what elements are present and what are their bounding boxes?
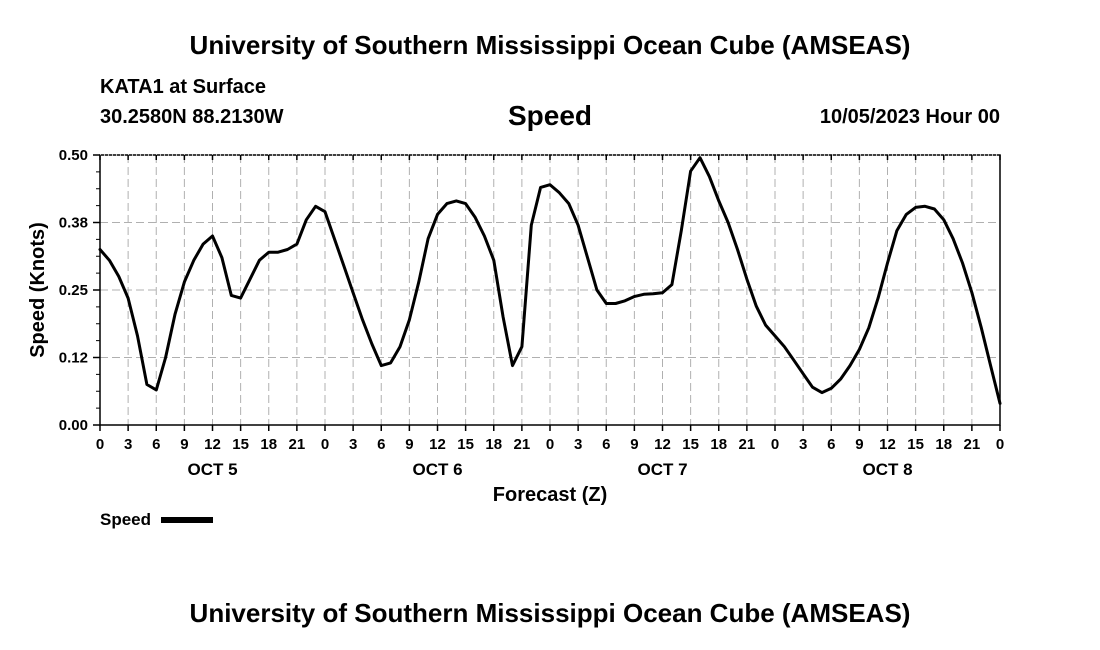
series-layer xyxy=(98,156,1002,405)
x-tick-label: 9 xyxy=(405,436,413,453)
y-tick-label: 0.25 xyxy=(59,282,88,299)
y-tick-label: 0.00 xyxy=(59,417,88,434)
x-tick-label: 0 xyxy=(996,436,1004,453)
x-tick-label: 21 xyxy=(514,436,531,453)
x-tick-label: 9 xyxy=(180,436,188,453)
grid xyxy=(100,155,1000,425)
x-tick-label: 12 xyxy=(879,436,896,453)
x-tick-label: 6 xyxy=(377,436,385,453)
x-tick-label: 6 xyxy=(602,436,610,453)
x-tick-label: 21 xyxy=(739,436,756,453)
x-tick-label: 0 xyxy=(321,436,329,453)
day-label: OCT 5 xyxy=(187,460,237,479)
station-name: KATA1 at Surface xyxy=(100,76,266,98)
forecast-run-time: 10/05/2023 Hour 00 xyxy=(819,106,1000,128)
day-label: OCT 8 xyxy=(862,460,912,479)
legend-swatch xyxy=(161,517,213,523)
chart-main-title: University of Southern Mississippi Ocean… xyxy=(189,30,911,60)
x-tick-label: 15 xyxy=(232,436,249,453)
x-tick-label: 3 xyxy=(799,436,807,453)
x-axis-label: Forecast (Z) xyxy=(493,484,607,506)
x-tick-label: 6 xyxy=(827,436,835,453)
x-tick-label: 0 xyxy=(771,436,779,453)
speed-series-line xyxy=(98,156,1002,405)
day-label: OCT 7 xyxy=(637,460,687,479)
legend: Speed xyxy=(100,510,213,529)
footer-title: University of Southern Mississippi Ocean… xyxy=(189,598,911,628)
x-tick-label: 21 xyxy=(964,436,981,453)
x-tick-label: 12 xyxy=(429,436,446,453)
day-label: OCT 6 xyxy=(412,460,462,479)
x-tick-label: 3 xyxy=(574,436,582,453)
x-tick-label: 15 xyxy=(907,436,924,453)
x-tick-label: 0 xyxy=(546,436,554,453)
x-tick-label: 18 xyxy=(485,436,502,453)
x-tick-label: 12 xyxy=(204,436,221,453)
x-tick-label: 18 xyxy=(260,436,277,453)
x-tick-label: 15 xyxy=(457,436,474,453)
x-tick-label: 3 xyxy=(349,436,357,453)
variable-title: Speed xyxy=(507,100,593,131)
x-axis: 0 3 6 9 12 15 18 21 0 3 6 9 12 15 18 21 0 3 6 9 12 15 18 21 0 3 6 9… xyxy=(96,155,1004,453)
x-tick-label: 15 xyxy=(682,436,699,453)
y-tick-label: 0.38 xyxy=(59,215,88,232)
x-tick-label: 18 xyxy=(935,436,952,453)
y-axis-label: Speed (Knots) xyxy=(27,222,49,358)
day-labels: OCT 5 OCT 6 OCT 7 OCT 8 xyxy=(187,460,912,479)
x-tick-label: 9 xyxy=(630,436,638,453)
x-tick-label: 6 xyxy=(152,436,160,453)
x-tick-label: 18 xyxy=(710,436,727,453)
x-tick-label: 12 xyxy=(654,436,671,453)
x-tick-label: 9 xyxy=(855,436,863,453)
station-coordinates: 30.2580N 88.2130W xyxy=(100,106,284,128)
y-tick-label: 0.12 xyxy=(59,350,88,367)
x-tick-label: 3 xyxy=(124,436,132,453)
legend-label: Speed xyxy=(100,510,151,529)
y-axis: 0.00 0.12 0.25 0.38 0.50 xyxy=(59,147,100,434)
x-tick-label: 21 xyxy=(289,436,306,453)
x-tick-label: 0 xyxy=(96,436,104,453)
y-tick-label: 0.50 xyxy=(59,147,88,164)
